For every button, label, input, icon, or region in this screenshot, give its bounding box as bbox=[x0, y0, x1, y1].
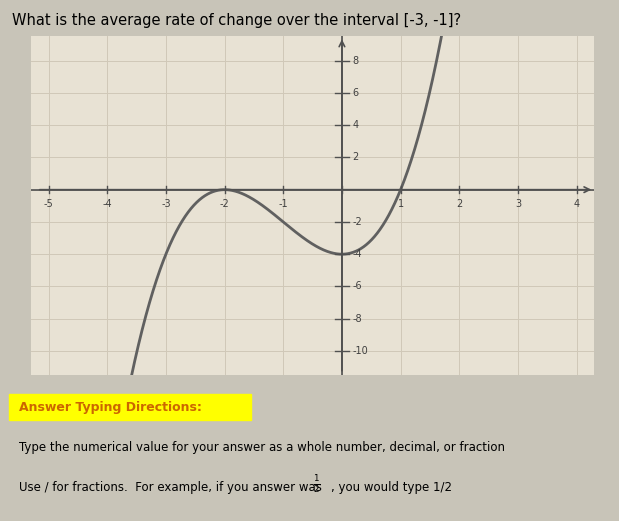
Text: 2: 2 bbox=[456, 200, 462, 209]
Text: -2: -2 bbox=[352, 217, 362, 227]
Text: , you would type 1/2: , you would type 1/2 bbox=[331, 481, 452, 494]
Text: 6: 6 bbox=[352, 88, 358, 98]
Text: -4: -4 bbox=[352, 249, 362, 259]
Text: -4: -4 bbox=[102, 200, 112, 209]
Text: -6: -6 bbox=[352, 281, 362, 291]
Text: What is the average rate of change over the interval [-3, -1]?: What is the average rate of change over … bbox=[12, 13, 462, 28]
Text: -8: -8 bbox=[352, 314, 362, 324]
Text: Use / for fractions.  For example, if you answer was: Use / for fractions. For example, if you… bbox=[19, 481, 325, 494]
Text: -1: -1 bbox=[279, 200, 288, 209]
Text: $\frac{1}{2}$: $\frac{1}{2}$ bbox=[313, 474, 320, 495]
FancyBboxPatch shape bbox=[9, 394, 251, 420]
Text: 3: 3 bbox=[515, 200, 521, 209]
Text: 1: 1 bbox=[397, 200, 404, 209]
Text: -5: -5 bbox=[44, 200, 53, 209]
Text: -10: -10 bbox=[352, 346, 368, 356]
Text: 4: 4 bbox=[574, 200, 580, 209]
Text: 8: 8 bbox=[352, 56, 358, 66]
Text: 2: 2 bbox=[352, 153, 359, 163]
Text: -3: -3 bbox=[161, 200, 171, 209]
Text: 4: 4 bbox=[352, 120, 358, 130]
Text: -2: -2 bbox=[220, 200, 230, 209]
Text: Answer Typing Directions:: Answer Typing Directions: bbox=[19, 401, 201, 414]
Text: Type the numerical value for your answer as a whole number, decimal, or fraction: Type the numerical value for your answer… bbox=[19, 441, 504, 454]
